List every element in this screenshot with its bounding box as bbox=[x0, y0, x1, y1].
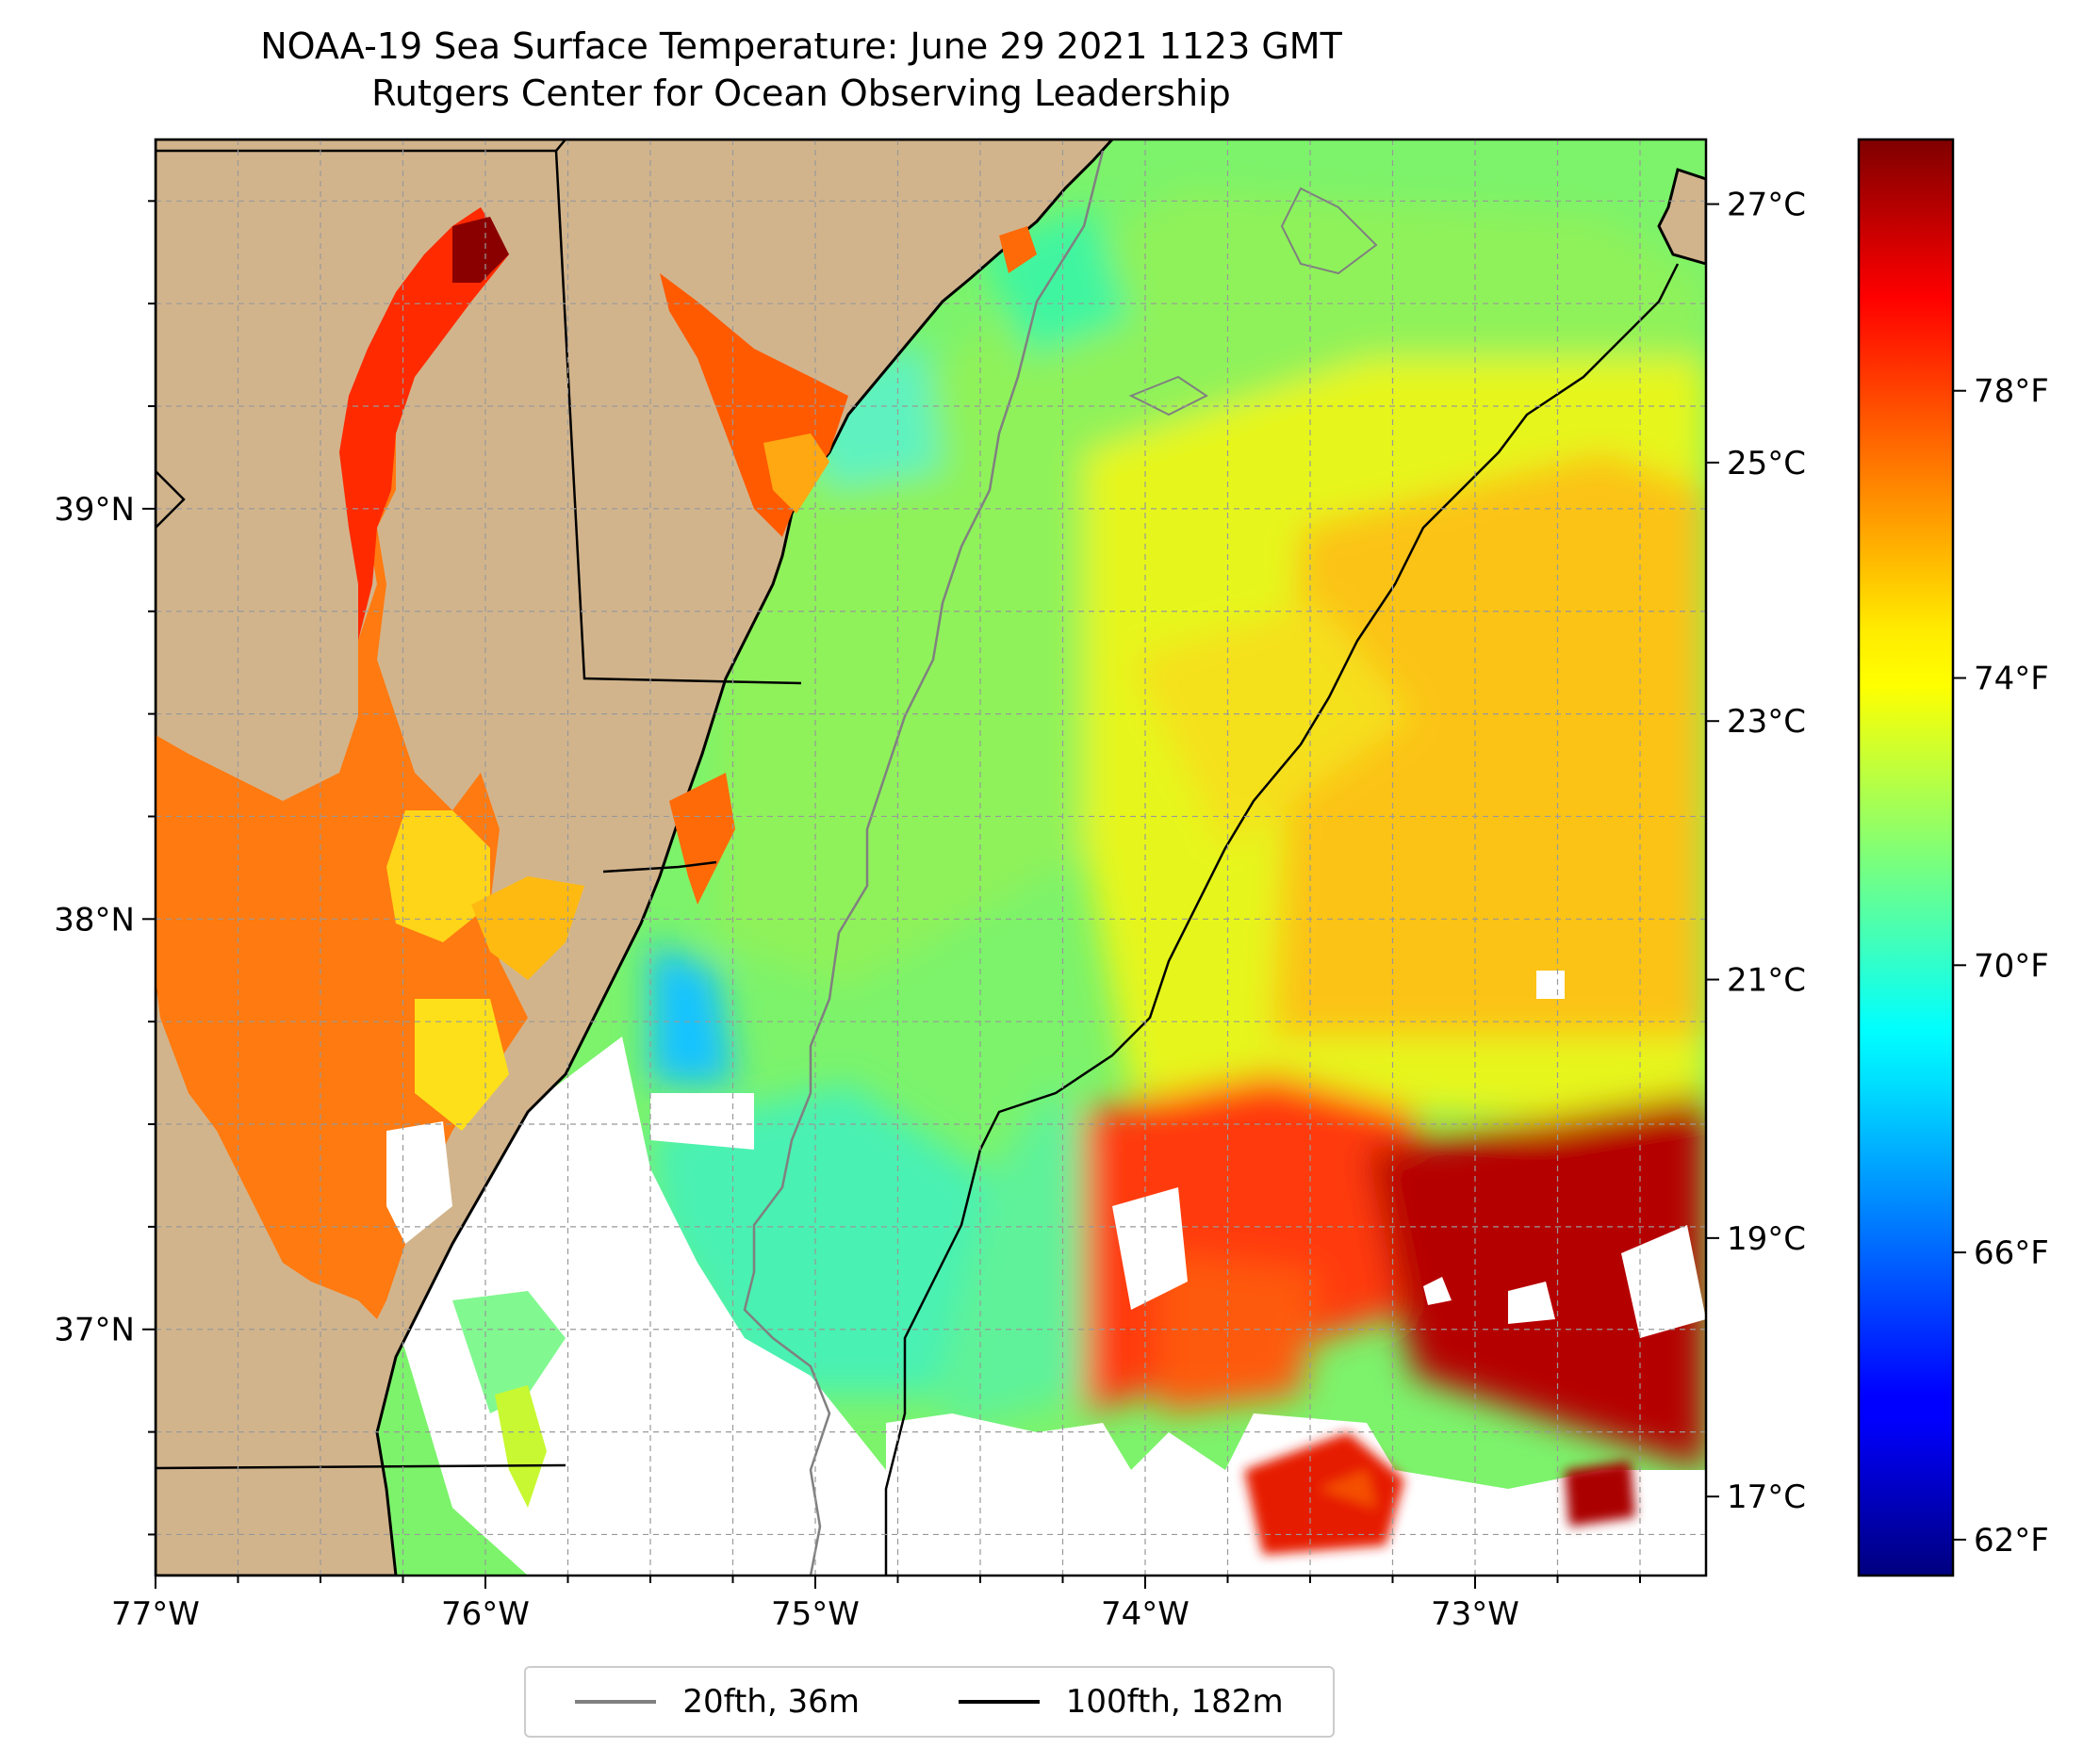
colorbar-f-label: 66°F bbox=[1974, 1234, 2049, 1272]
lat-tick-label: 38°N bbox=[54, 901, 135, 939]
colorbar-f-label: 74°F bbox=[1974, 661, 2049, 698]
colorbar-c-label: 19°C bbox=[1727, 1220, 1806, 1258]
longitude-axis: 77°W 76°W 75°W 74°W 73°W bbox=[111, 1576, 1641, 1633]
legend-label-100fth: 100fth, 182m bbox=[1065, 1683, 1284, 1721]
gridlines bbox=[156, 139, 1706, 1576]
colorbar-celsius-axis: 17°C 19°C 21°C 23°C 25°C 27°C bbox=[1706, 187, 1806, 1516]
delaware-bay bbox=[660, 273, 848, 537]
latitude-axis: 39°N 38°N 37°N bbox=[54, 200, 156, 1536]
isobath-20fth-shoal-2 bbox=[1128, 375, 1208, 416]
colorbar-c-label: 27°C bbox=[1727, 187, 1806, 224]
legend-swatch-black bbox=[958, 1700, 1040, 1704]
colorbar-f-label: 78°F bbox=[1974, 373, 2049, 411]
colorbar-f-label: 70°F bbox=[1974, 947, 2049, 985]
colorbar bbox=[1857, 138, 1955, 1577]
lon-tick-label: 77°W bbox=[111, 1595, 200, 1633]
colorbar-c-label: 25°C bbox=[1727, 445, 1806, 482]
lat-tick-label: 39°N bbox=[54, 491, 135, 529]
chart-title: NOAA-19 Sea Surface Temperature: June 29… bbox=[0, 23, 1602, 117]
legend-swatch-gray bbox=[575, 1700, 657, 1704]
colorbar-f-label: 62°F bbox=[1974, 1522, 2049, 1560]
warm-patches bbox=[1244, 1432, 1635, 1555]
colorbar-c-label: 23°C bbox=[1727, 703, 1806, 741]
lon-tick-label: 75°W bbox=[771, 1595, 860, 1633]
coastal-bay-south bbox=[495, 1385, 547, 1508]
legend: 20fth, 36m 100fth, 182m bbox=[524, 1666, 1335, 1738]
lat-tick-label: 37°N bbox=[54, 1312, 135, 1349]
lon-tick-label: 74°W bbox=[1101, 1595, 1189, 1633]
legend-item-20fth: 20fth, 36m bbox=[575, 1683, 860, 1721]
map-plot-area bbox=[156, 139, 1706, 1576]
lon-tick-label: 76°W bbox=[441, 1595, 530, 1633]
lon-tick-label: 73°W bbox=[1431, 1595, 1519, 1633]
plot-frame bbox=[154, 138, 1708, 1577]
colorbar-c-label: 21°C bbox=[1727, 962, 1806, 1000]
legend-label-20fth: 20fth, 36m bbox=[682, 1683, 860, 1721]
title-line-1: NOAA-19 Sea Surface Temperature: June 29… bbox=[260, 25, 1342, 67]
coastal-bay-north bbox=[999, 226, 1037, 273]
state-borders bbox=[156, 139, 802, 1470]
isobath-20fth bbox=[743, 150, 1105, 1576]
sst-field bbox=[650, 188, 1706, 1470]
legend-item-100fth: 100fth, 182m bbox=[958, 1683, 1284, 1721]
coastal-bay bbox=[669, 773, 735, 905]
isobath-100fth bbox=[884, 263, 1680, 1576]
isobath-20fth-shoal bbox=[1280, 187, 1378, 275]
title-line-2: Rutgers Center for Ocean Observing Leade… bbox=[371, 73, 1231, 114]
colorbar-c-label: 17°C bbox=[1727, 1478, 1806, 1516]
colorbar-fahrenheit-axis: 62°F 66°F 70°F 74°F 78°F bbox=[1953, 373, 2049, 1560]
